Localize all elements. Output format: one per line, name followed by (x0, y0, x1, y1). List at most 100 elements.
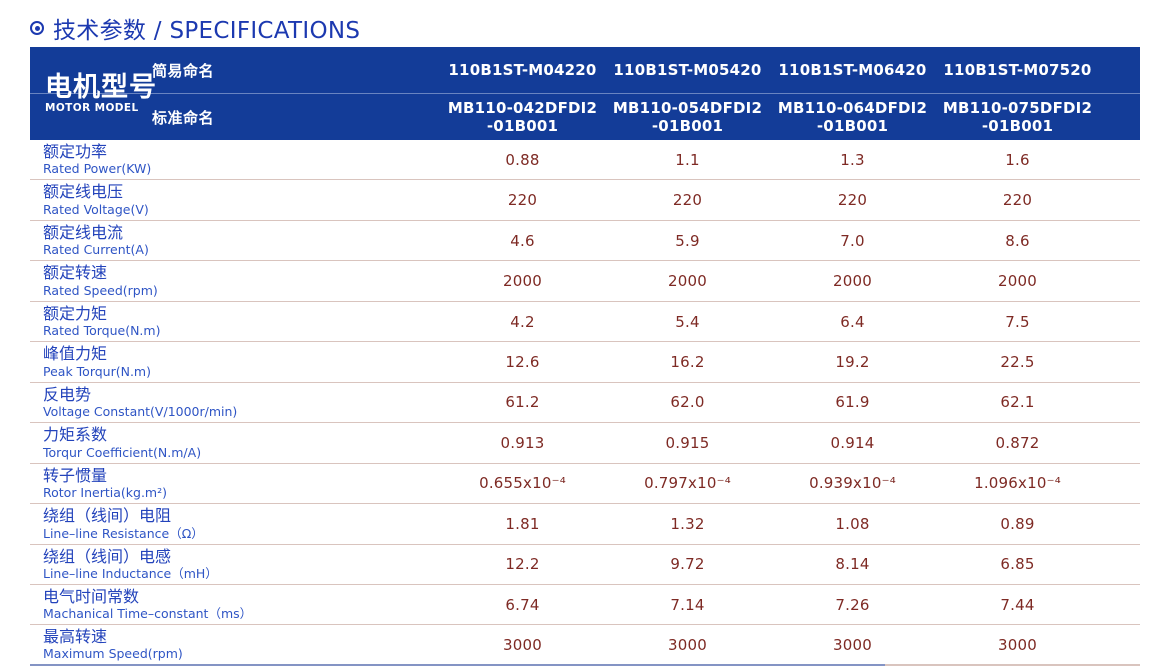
standard-name-col-2: MB110-054DFDI2 -01B001 (605, 99, 770, 135)
specifications-table: 电机型号 MOTOR MODEL 简易命名 110B1ST-M04220 110… (30, 47, 1140, 666)
param-value: 19.2 (835, 352, 870, 371)
param-value: 9.72 (670, 555, 705, 574)
param-value: 3000 (833, 635, 872, 654)
circle-dot-icon (30, 21, 44, 35)
spec-row: 最高转速 Maximum Speed(rpm) 3000 3000 3000 3… (30, 625, 1140, 666)
param-value: 1.32 (670, 514, 705, 533)
param-name-zh: 转子惯量 (43, 465, 108, 485)
param-value: 8.14 (835, 555, 870, 574)
param-name-en: Torqur Coefficient(N.m/A) (43, 444, 202, 460)
param-name-zh: 额定力矩 (43, 303, 108, 323)
param-value: 22.5 (1000, 352, 1035, 371)
param-value: 1.3 (840, 150, 865, 169)
param-label-cell: 峰值力矩 Peak Torqur(N.m) (30, 345, 440, 378)
param-value: 61.2 (505, 393, 540, 412)
spec-row: 绕组（线间）电阻 Line–line Resistance（Ω） 1.81 1.… (30, 504, 1140, 545)
param-value: 1.1 (675, 150, 700, 169)
param-value: 7.5 (1005, 312, 1030, 331)
param-value: 6.85 (1000, 555, 1035, 574)
spec-row: 额定转速 Rated Speed(rpm) 2000 2000 2000 200… (30, 261, 1140, 302)
param-label-cell: 绕组（线间）电阻 Line–line Resistance（Ω） (30, 507, 440, 540)
param-name-zh: 电气时间常数 (43, 587, 140, 606)
param-value: 0.655x10⁻⁴ (479, 474, 566, 493)
param-name-en: Peak Torqur(N.m) (43, 363, 151, 379)
simple-name-row: 简易命名 110B1ST-M04220 110B1ST-M05420 110B1… (30, 47, 1140, 93)
param-value: 7.26 (835, 595, 870, 614)
simple-name-col-3: 110B1ST-M06420 (778, 61, 927, 79)
param-value: 0.913 (500, 433, 545, 452)
param-value: 62.0 (670, 393, 705, 412)
param-label-cell: 电气时间常数 Machanical Time–constant（ms） (30, 588, 440, 621)
standard-name-line1: MB110-054DFDI2 (612, 99, 763, 117)
standard-name-line2: -01B001 (816, 117, 889, 135)
param-value: 2000 (503, 272, 542, 291)
param-name-en: Rated Voltage(V) (43, 201, 149, 217)
param-value: 220 (1002, 191, 1033, 210)
param-value: 1.81 (505, 514, 540, 533)
standard-name-label: 标准命名 (152, 108, 215, 127)
param-value: 12.6 (505, 352, 540, 371)
param-value: 1.6 (1005, 150, 1030, 169)
param-value: 220 (672, 191, 703, 210)
standard-name-line2: -01B001 (981, 117, 1054, 135)
param-name-en: Rated Torque(N.m) (43, 323, 161, 339)
param-value: 5.4 (675, 312, 700, 331)
param-name-en: Rated Speed(rpm) (43, 282, 158, 298)
param-name-zh: 额定转速 (43, 263, 108, 283)
param-name-en: Line–line Resistance（Ω） (43, 525, 204, 541)
table-header: 电机型号 MOTOR MODEL 简易命名 110B1ST-M04220 110… (30, 47, 1140, 140)
simple-name-label: 简易命名 (152, 61, 215, 80)
standard-name-line1: MB110-075DFDI2 (942, 99, 1093, 117)
spec-row: 绕组（线间）电感 Line–line Inductance（mH） 12.2 9… (30, 545, 1140, 585)
param-value: 2000 (998, 272, 1037, 291)
param-label-cell: 额定线电流 Rated Current(A) (30, 224, 440, 257)
param-value: 0.872 (995, 433, 1040, 452)
param-value: 0.939x10⁻⁴ (809, 474, 896, 493)
standard-name-line2: -01B001 (651, 117, 724, 135)
param-value: 6.74 (505, 595, 540, 614)
param-label-cell: 反电势 Voltage Constant(V/1000r/min) (30, 384, 440, 420)
simple-name-col-1: 110B1ST-M04220 (448, 61, 597, 79)
param-value: 5.9 (675, 231, 700, 250)
param-name-en: Line–line Inductance（mH） (43, 565, 218, 581)
param-name-zh: 反电势 (43, 384, 92, 404)
motor-model-header: 电机型号 MOTOR MODEL (45, 71, 157, 113)
param-value: 1.096x10⁻⁴ (974, 474, 1061, 493)
spec-row: 力矩系数 Torqur Coefficient(N.m/A) 0.913 0.9… (30, 423, 1140, 464)
motor-model-label-zh: 电机型号 (45, 71, 157, 103)
page-title-text: 技术参数 / SPECIFICATIONS (53, 18, 361, 44)
param-name-en: Voltage Constant(V/1000r/min) (43, 404, 238, 420)
param-value: 61.9 (835, 393, 870, 412)
spec-row: 反电势 Voltage Constant(V/1000r/min) 61.2 6… (30, 383, 1140, 424)
param-name-zh: 峰值力矩 (43, 344, 108, 364)
param-name-zh: 绕组（线间）电阻 (43, 506, 172, 526)
param-value: 6.4 (840, 312, 865, 331)
param-name-zh: 额定线电压 (43, 182, 124, 202)
param-value: 1.08 (835, 514, 870, 533)
param-value: 3000 (998, 635, 1037, 654)
param-name-zh: 额定功率 (43, 142, 108, 162)
param-name-zh: 最高转速 (43, 626, 108, 646)
standard-name-col-1: MB110-042DFDI2 -01B001 (440, 99, 605, 135)
param-label-cell: 额定线电压 Rated Voltage(V) (30, 183, 440, 216)
standard-name-line1: MB110-064DFDI2 (777, 99, 928, 117)
spec-row: 峰值力矩 Peak Torqur(N.m) 12.6 16.2 19.2 22.… (30, 342, 1140, 383)
param-label-cell: 额定功率 Rated Power(KW) (30, 143, 440, 176)
spec-row: 电气时间常数 Machanical Time–constant（ms） 6.74… (30, 585, 1140, 626)
param-value: 220 (837, 191, 868, 210)
param-value: 2000 (668, 272, 707, 291)
param-value: 12.2 (505, 555, 540, 574)
standard-name-col-4: MB110-075DFDI2 -01B001 (935, 99, 1100, 135)
param-name-en: Rotor Inertia(kg.m²) (43, 485, 167, 501)
param-value: 0.797x10⁻⁴ (644, 474, 731, 493)
param-value: 16.2 (670, 352, 705, 371)
spec-row: 额定线电流 Rated Current(A) 4.6 5.9 7.0 8.6 (30, 221, 1140, 262)
param-value: 62.1 (1000, 393, 1035, 412)
standard-name-row: 标准命名 MB110-042DFDI2 -01B001 MB110-054DFD… (30, 93, 1140, 140)
param-name-zh: 额定线电流 (43, 222, 124, 242)
page-title: 技术参数 / SPECIFICATIONS (30, 11, 360, 45)
param-value: 8.6 (1005, 231, 1030, 250)
param-name-en: Maximum Speed(rpm) (43, 646, 183, 662)
param-name-en: Rated Current(A) (43, 242, 149, 258)
standard-name-col-3: MB110-064DFDI2 -01B001 (770, 99, 935, 135)
